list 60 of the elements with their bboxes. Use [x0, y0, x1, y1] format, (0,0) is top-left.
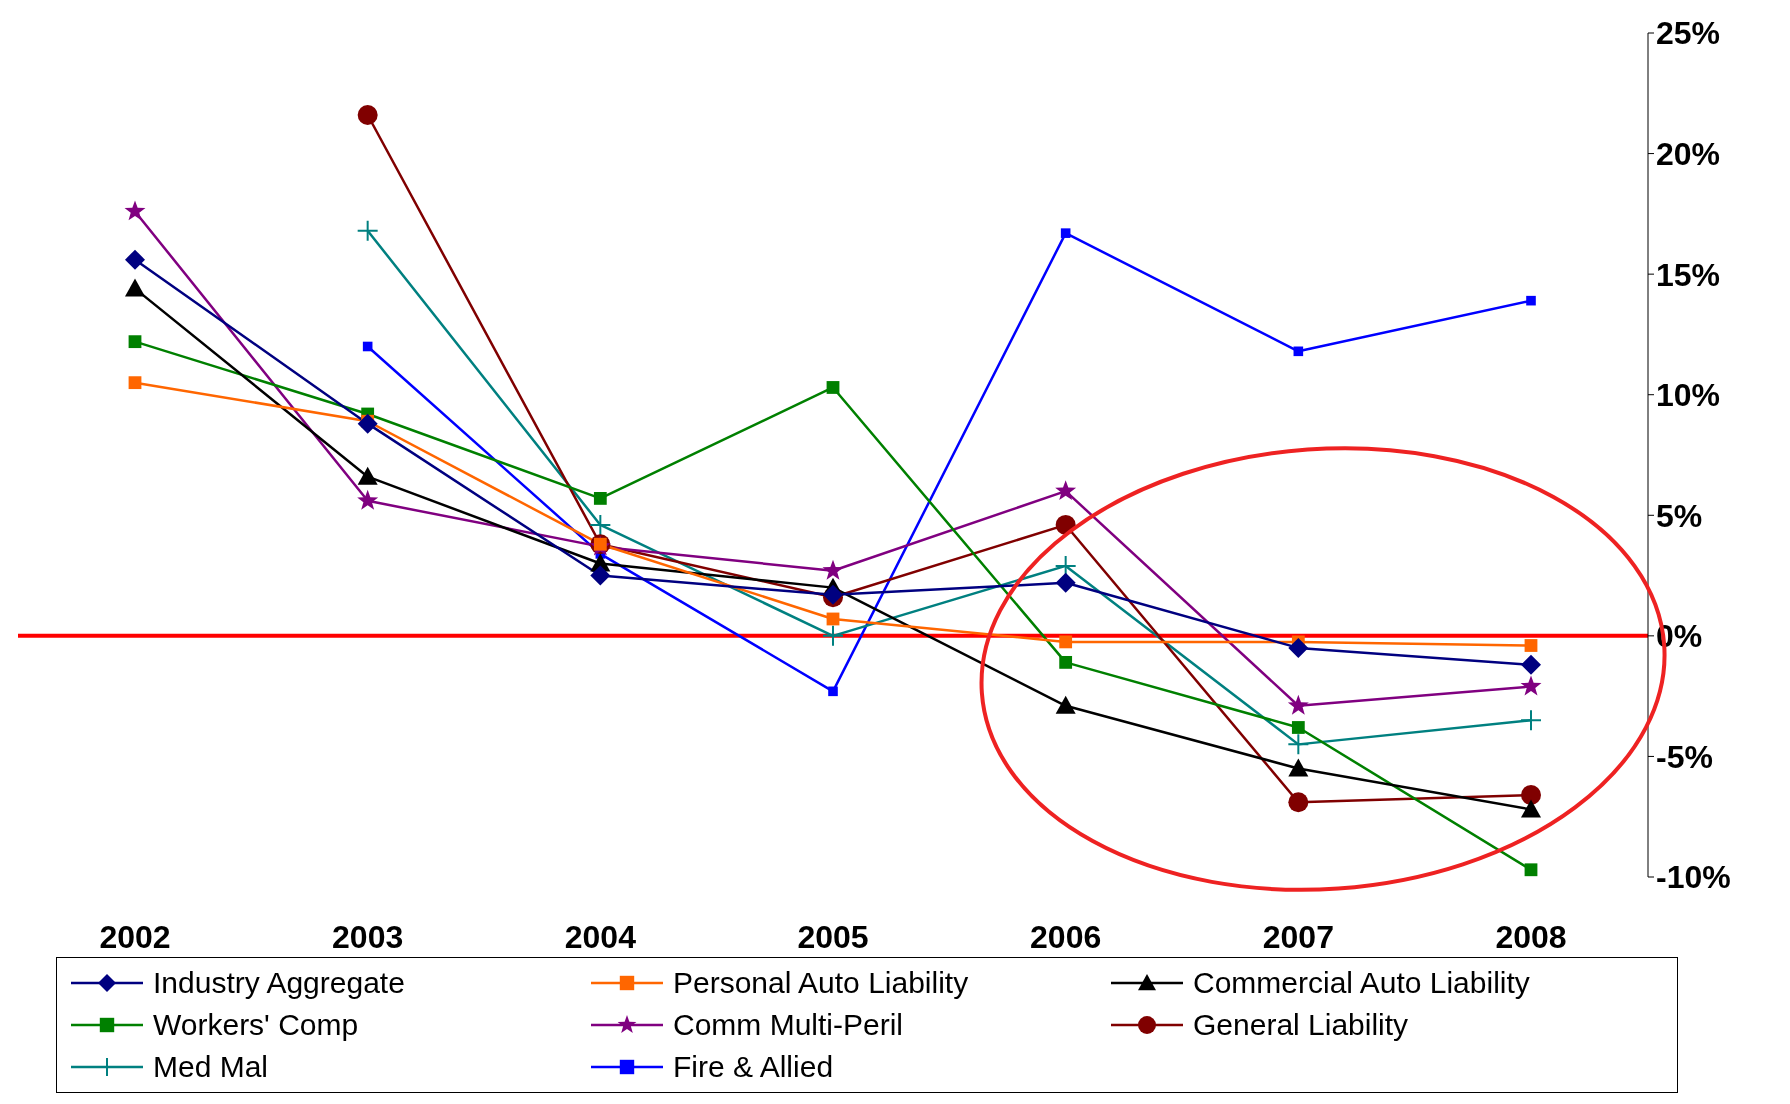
point: [1521, 654, 1541, 675]
point: [125, 278, 145, 297]
x-tick-label: 2005: [797, 918, 869, 955]
point: [593, 492, 607, 505]
point: [357, 489, 379, 510]
y-tick-label: 25%: [1656, 15, 1721, 52]
point: [128, 335, 142, 349]
point: [357, 466, 378, 485]
point: [1521, 785, 1541, 806]
point: [1054, 554, 1077, 577]
x-tick-label: 2004: [564, 918, 637, 955]
point: [128, 376, 142, 390]
point: [1059, 635, 1073, 649]
point: [1524, 863, 1538, 877]
point: [1055, 572, 1076, 593]
point: [1520, 709, 1542, 732]
point: [590, 565, 611, 586]
point: [1288, 637, 1309, 658]
x-tick-label: 2007: [1262, 918, 1334, 955]
y-tick-label: 5%: [1656, 497, 1703, 534]
point: [1288, 758, 1309, 777]
point: [357, 104, 378, 125]
point: [1520, 675, 1542, 696]
point: [822, 559, 844, 580]
point: [1291, 721, 1305, 734]
point: [357, 413, 378, 434]
point: [826, 381, 840, 394]
x-tick-label: 2003: [332, 918, 404, 955]
point: [1287, 694, 1309, 715]
point: [1060, 228, 1071, 238]
y-tick-label: 20%: [1656, 135, 1721, 172]
legend-label: Commercial Auto Liability: [1193, 966, 1530, 1000]
x-tick-label: 2002: [99, 918, 171, 955]
legend-label: Workers' Comp: [153, 1008, 359, 1042]
point: [356, 219, 379, 242]
legend-label: Personal Auto Liability: [673, 966, 969, 1000]
y-tick-label: 10%: [1656, 377, 1721, 414]
legend-label: Med Mal: [153, 1050, 269, 1084]
point: [1287, 733, 1310, 756]
point: [828, 686, 838, 697]
point: [1288, 792, 1309, 813]
y-tick-label: -5%: [1656, 738, 1713, 775]
x-tick-label: 2008: [1495, 918, 1567, 955]
point: [1524, 639, 1538, 652]
legend-label: Comm Multi-Peril: [673, 1008, 904, 1042]
legend-label: Industry Aggregate: [153, 966, 405, 1000]
point: [1055, 695, 1076, 714]
x-tick-label: 2006: [1030, 918, 1102, 955]
point: [1055, 480, 1077, 501]
point: [1526, 295, 1536, 306]
legend-label: Fire & Allied: [673, 1050, 834, 1084]
point: [1059, 655, 1073, 669]
point: [125, 249, 145, 270]
y-tick-label: 15%: [1656, 256, 1721, 293]
point: [124, 200, 146, 221]
point: [589, 513, 612, 536]
point: [1521, 799, 1541, 818]
legend-label: General Liability: [1193, 1008, 1409, 1042]
point: [822, 624, 844, 647]
y-tick-label: -10%: [1656, 859, 1731, 896]
